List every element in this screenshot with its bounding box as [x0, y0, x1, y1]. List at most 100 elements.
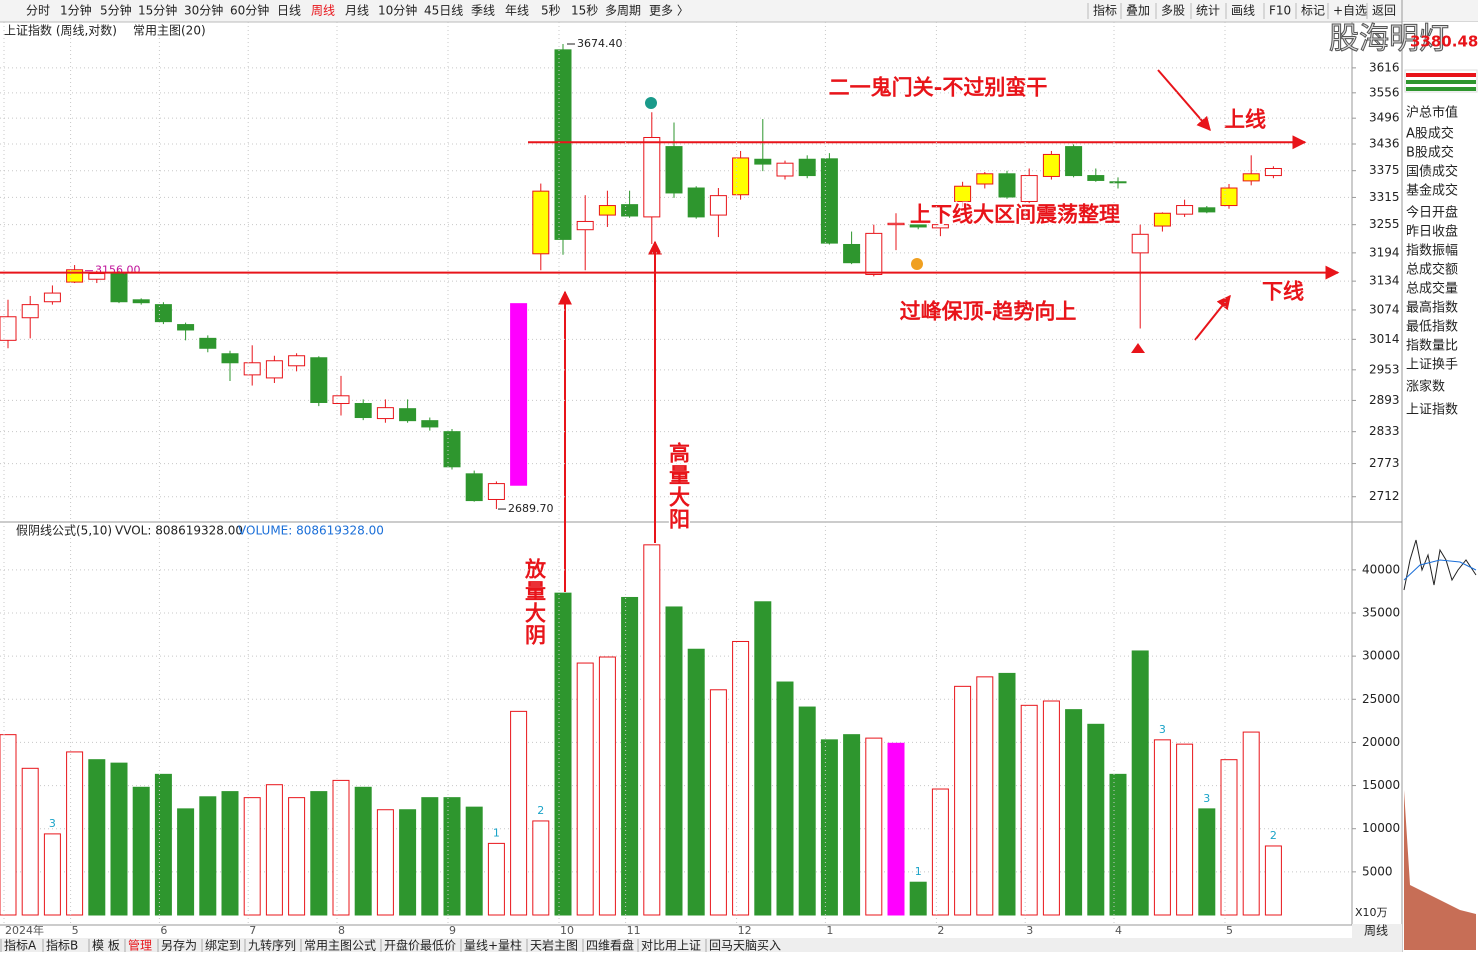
- sidebar-item[interactable]: 国债成交: [1406, 164, 1458, 180]
- volume-bar: [865, 737, 883, 916]
- tool-button[interactable]: +自选: [1333, 4, 1367, 18]
- tab[interactable]: 常用主图公式: [304, 939, 376, 953]
- signal-label: 1: [915, 865, 922, 878]
- volume-bar: [998, 672, 1016, 916]
- tab[interactable]: 绑定到: [205, 938, 241, 953]
- period-button[interactable]: 10分钟: [378, 3, 417, 18]
- candle-body: [1131, 233, 1149, 254]
- volume-bar: [554, 592, 572, 916]
- tab[interactable]: 另存为: [161, 939, 197, 953]
- candle-body: [354, 403, 372, 419]
- indicator-label: VVOL: 808619328.00: [115, 524, 243, 538]
- volume-bar: [798, 706, 816, 916]
- period-button[interactable]: 分时: [26, 4, 50, 18]
- y-tick-label: 3496: [1369, 111, 1400, 125]
- sidebar-item[interactable]: 今日开盘: [1406, 205, 1458, 221]
- period-button[interactable]: 1分钟: [60, 3, 92, 18]
- volume-bar: [1042, 700, 1060, 916]
- period-button[interactable]: 15秒: [571, 4, 598, 18]
- sidebar-item[interactable]: 上证指数: [1406, 403, 1458, 418]
- sidebar-item[interactable]: 最低指数: [1406, 320, 1458, 335]
- tab[interactable]: 天岩主图: [530, 938, 578, 953]
- y-tick-label: 10000: [1362, 821, 1400, 835]
- annotation: 放量大阴: [523, 557, 548, 646]
- sidebar-item[interactable]: 指数量比: [1406, 339, 1458, 354]
- candle-body: [1242, 173, 1260, 182]
- candle-body: [376, 407, 394, 420]
- signal-label: 2: [537, 804, 544, 817]
- tool-button[interactable]: 统计: [1196, 4, 1220, 18]
- y-tick-label: 2833: [1369, 424, 1400, 438]
- volume-bar: [66, 751, 84, 916]
- candle-body: [1264, 167, 1282, 177]
- volume-bar: [576, 662, 594, 916]
- sidebar-item[interactable]: 涨家数: [1406, 379, 1445, 395]
- candle-body: [43, 292, 61, 303]
- tab[interactable]: 对比用上证: [641, 939, 701, 953]
- tool-button[interactable]: 多股: [1161, 4, 1185, 18]
- tab[interactable]: 九转序列: [248, 938, 296, 953]
- candle-body: [154, 304, 172, 323]
- period-button[interactable]: 年线: [505, 4, 529, 18]
- candle-body: [399, 408, 417, 422]
- tool-button[interactable]: 标记: [1301, 4, 1325, 18]
- period-button[interactable]: 季线: [471, 4, 495, 18]
- volume-bar: [1198, 808, 1216, 916]
- sidebar-item[interactable]: 沪总市值: [1406, 105, 1458, 121]
- sidebar-item[interactable]: B股成交: [1406, 145, 1454, 161]
- period-button[interactable]: 周线: [311, 4, 335, 18]
- sidebar-item[interactable]: 上证换手: [1406, 358, 1458, 373]
- signal-icon: [911, 258, 923, 270]
- sidebar-item[interactable]: 总成交额: [1406, 262, 1458, 278]
- tab[interactable]: 管理: [128, 938, 152, 953]
- tab[interactable]: 模 板: [92, 939, 120, 953]
- period-button[interactable]: 更多 〉: [649, 4, 689, 18]
- y-tick-label: 3616: [1369, 60, 1400, 74]
- candle-body: [1065, 146, 1083, 177]
- volume-bar: [598, 656, 616, 916]
- volume-bar: [199, 796, 217, 916]
- sidebar-item[interactable]: 昨日收盘: [1406, 224, 1458, 240]
- period-button[interactable]: 30分钟: [184, 3, 223, 18]
- tab[interactable]: 开盘价最低价: [384, 938, 456, 953]
- period-button[interactable]: 多周期: [605, 4, 641, 18]
- tab[interactable]: 量线+量柱: [464, 938, 522, 953]
- volume-bar: [820, 739, 838, 916]
- period-button[interactable]: 15分钟: [138, 3, 177, 18]
- period-button[interactable]: 5分钟: [100, 3, 132, 18]
- sidebar-item[interactable]: 基金成交: [1406, 183, 1458, 199]
- arrow: [1157, 69, 1211, 132]
- tab[interactable]: 四维看盘: [586, 938, 634, 953]
- tab[interactable]: 指标A: [4, 938, 37, 953]
- period-button[interactable]: 60分钟: [230, 3, 269, 18]
- sidebar-item[interactable]: A股成交: [1406, 126, 1454, 142]
- y-tick-label: 25000: [1362, 692, 1400, 706]
- tool-button[interactable]: F10: [1269, 4, 1291, 18]
- x-tick-label: 5: [72, 924, 79, 937]
- y-tick-label: 5000: [1362, 864, 1393, 878]
- tab[interactable]: 回马天脑买入: [709, 939, 781, 953]
- volume-bar: [776, 681, 794, 916]
- period-button[interactable]: 日线: [277, 4, 301, 18]
- watermark: 股海明灯: [1329, 22, 1449, 57]
- sidebar-item[interactable]: 指数振幅: [1406, 244, 1458, 259]
- volume-bar: [687, 648, 705, 916]
- sidebar-item[interactable]: 最高指数: [1406, 300, 1458, 316]
- tool-button[interactable]: 画线: [1231, 4, 1255, 18]
- period-button[interactable]: 45日线: [424, 4, 463, 18]
- y-tick-label: 3556: [1369, 85, 1400, 99]
- period-button[interactable]: 5秒: [541, 4, 561, 18]
- sidebar-item[interactable]: 总成交量: [1406, 281, 1458, 297]
- candle-body: [1198, 207, 1216, 213]
- x-tick-label: 4: [1115, 924, 1122, 937]
- volume-bar: [1153, 739, 1171, 916]
- tool-button[interactable]: 返回: [1372, 4, 1396, 18]
- annotation: 过峰保顶-趋势向上: [900, 299, 1077, 324]
- volume-bar: [954, 685, 972, 916]
- period-button[interactable]: 月线: [345, 4, 369, 18]
- tool-button[interactable]: 叠加: [1126, 4, 1150, 18]
- tool-button[interactable]: 指标: [1093, 3, 1117, 18]
- candle-body: [1020, 175, 1038, 202]
- tab[interactable]: 指标B: [46, 938, 78, 953]
- candle-body: [243, 362, 261, 376]
